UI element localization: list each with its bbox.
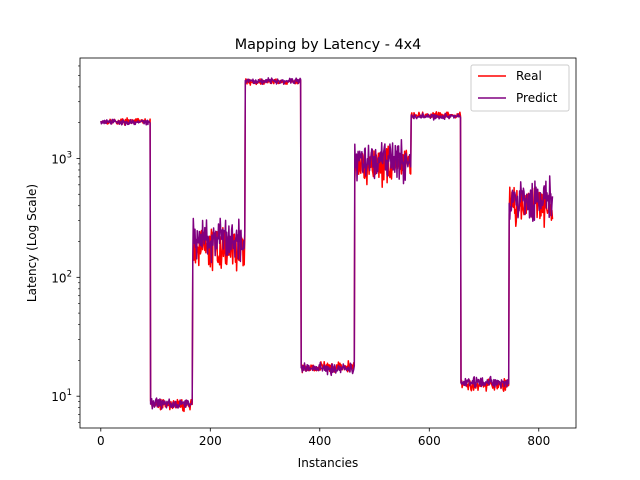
- x-axis-label: Instancies: [298, 456, 359, 470]
- y-tick-label: 103: [51, 150, 72, 166]
- axes-layer: 0 200 400 600 800 101 102 103: [51, 65, 550, 448]
- y-tick-label: 101: [51, 388, 72, 404]
- legend: Real Predict: [470, 64, 570, 112]
- x-tick-label: 200: [199, 434, 222, 448]
- legend-label-predict: Predict: [516, 91, 558, 105]
- chart-title: Mapping by Latency - 4x4: [235, 37, 422, 53]
- x-tick-label: 600: [418, 434, 441, 448]
- x-tick-label: 0: [97, 434, 105, 448]
- x-tick-label: 400: [308, 434, 331, 448]
- y-axis-label: Latency (Log Scale): [25, 184, 39, 302]
- x-tick-label: 800: [527, 434, 550, 448]
- y-tick-label: 102: [51, 269, 72, 285]
- series-line-predict: [100, 77, 554, 410]
- legend-label-real: Real: [516, 69, 542, 83]
- plot-frame: [79, 57, 577, 429]
- series-layer: [100, 77, 554, 413]
